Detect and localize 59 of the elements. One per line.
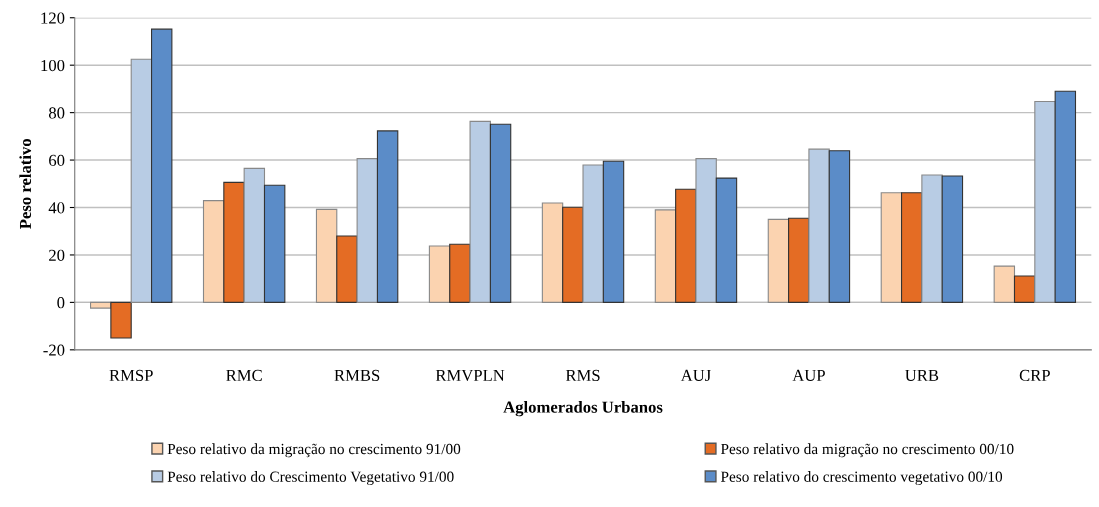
bar xyxy=(900,192,923,303)
x-tick-label: RMVPLN xyxy=(435,369,505,382)
bar xyxy=(1034,100,1056,303)
bar xyxy=(223,181,245,303)
bar xyxy=(243,167,266,303)
legend-label: Peso relativo do crescimento vegetativo 00/10 xyxy=(720,471,1003,486)
bar xyxy=(602,160,625,303)
bar xyxy=(356,158,379,303)
bar xyxy=(921,174,943,303)
y-tick-label: -20 xyxy=(43,344,65,356)
legend-label: Peso relativo da migração no crescimento 91/00 xyxy=(167,443,461,458)
x-tick-label: RMSP xyxy=(109,369,153,381)
bar xyxy=(130,58,153,303)
bar xyxy=(788,217,810,303)
bar xyxy=(1013,275,1036,303)
bar xyxy=(1054,90,1077,303)
bar xyxy=(582,164,604,303)
bar xyxy=(941,175,964,303)
bar xyxy=(469,120,491,303)
y-tick-label: 100 xyxy=(41,59,65,72)
bar xyxy=(993,265,1016,303)
bar xyxy=(767,218,790,303)
bar xyxy=(110,301,132,339)
y-tick-label: 120 xyxy=(41,12,65,24)
bar xyxy=(89,301,112,309)
bar xyxy=(449,243,471,303)
y-tick-label: 20 xyxy=(49,249,65,261)
bar xyxy=(150,28,173,303)
bar xyxy=(376,130,399,303)
x-tick-label: AUP xyxy=(792,369,825,381)
y-tick-label: 80 xyxy=(48,107,65,119)
bar xyxy=(336,235,358,303)
y-tick-label: 60 xyxy=(49,154,65,167)
bar xyxy=(202,200,225,303)
legend-label: Peso relativo do Crescimento Vegetativo 91/00 xyxy=(167,471,454,486)
bar xyxy=(654,209,677,303)
bar xyxy=(695,158,717,303)
x-tick-label: URB xyxy=(905,369,939,381)
bar xyxy=(263,184,286,303)
y-tick-label: 0 xyxy=(57,297,65,309)
bar xyxy=(489,123,512,303)
y-axis-title: Peso relativo xyxy=(19,138,32,229)
x-tick-label: AUJ xyxy=(680,369,711,381)
x-axis-title: Aglomerados Urbanos xyxy=(503,401,663,417)
legend-label: Peso relativo da migração no crescimento 00/10 xyxy=(720,443,1014,458)
bar xyxy=(808,148,830,303)
x-tick-label: RMC xyxy=(226,369,262,381)
x-tick-label: RMBS xyxy=(334,369,380,381)
bar xyxy=(428,245,451,303)
bar xyxy=(562,206,584,303)
x-tick-label: CRP xyxy=(1019,369,1050,381)
bar xyxy=(541,202,564,303)
bar xyxy=(880,192,903,303)
bar xyxy=(715,177,738,303)
y-tick-label: 40 xyxy=(48,202,65,214)
bar xyxy=(675,188,697,303)
bar xyxy=(315,208,338,303)
x-tick-label: RMS xyxy=(565,369,600,381)
bar xyxy=(828,150,851,303)
